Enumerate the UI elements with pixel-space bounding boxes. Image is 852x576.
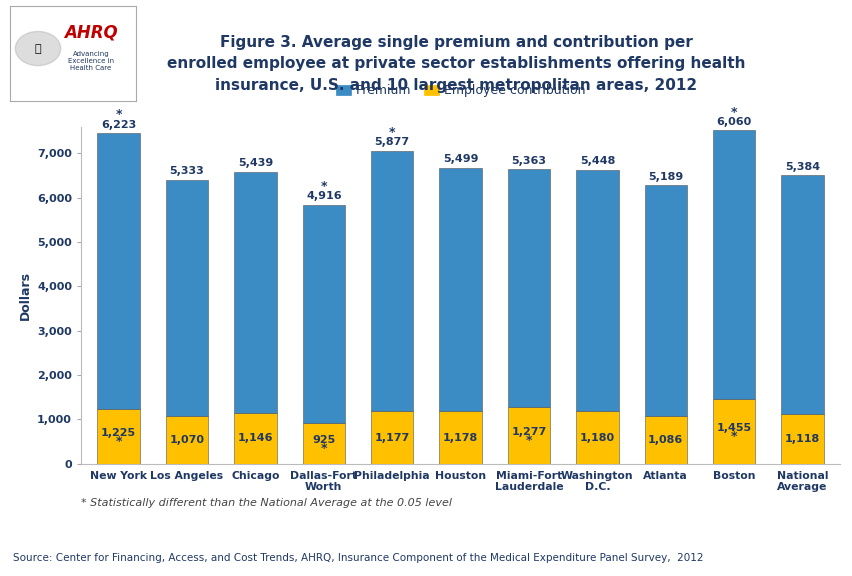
Text: 1,118: 1,118 [784,434,820,444]
Text: 6,060: 6,060 [716,117,751,127]
Bar [576,411,618,464]
Bar [302,204,344,423]
Text: 5,384: 5,384 [784,162,819,172]
Bar [439,168,481,411]
Text: 5,363: 5,363 [511,156,546,166]
Bar [97,134,140,410]
Text: 6,223: 6,223 [101,120,136,130]
Text: *: * [115,108,122,122]
Bar [165,416,208,464]
Text: 🦅: 🦅 [35,44,41,54]
Text: *: * [525,434,532,447]
Text: 1,180: 1,180 [579,433,614,442]
Text: 5,499: 5,499 [442,154,478,164]
Text: *: * [730,105,737,119]
Text: 5,189: 5,189 [648,172,682,182]
Bar [644,415,686,464]
Bar [234,172,276,413]
Text: enrolled employee at private sector establishments offering health: enrolled employee at private sector esta… [167,56,745,71]
Text: *: * [389,126,395,139]
Bar [712,399,755,464]
Text: Figure 3. Average single premium and contribution per: Figure 3. Average single premium and con… [220,35,692,50]
Bar [780,414,823,464]
Text: *: * [320,180,326,193]
Text: 1,277: 1,277 [511,427,546,437]
Legend: Premium, Employee contribution: Premium, Employee contribution [331,79,590,102]
Circle shape [15,32,60,66]
Text: 5,448: 5,448 [579,156,614,166]
Text: insurance, U.S. and 10 largest metropolitan areas, 2012: insurance, U.S. and 10 largest metropoli… [215,78,697,93]
Bar [371,151,413,411]
Bar [371,411,413,464]
Text: * Statistically different than the National Average at the 0.05 level: * Statistically different than the Natio… [81,498,452,508]
Text: 5,877: 5,877 [374,138,409,147]
Text: *: * [115,435,122,448]
Bar [644,185,686,415]
Y-axis label: Dollars: Dollars [19,271,32,320]
Bar [302,423,344,464]
Bar [97,410,140,464]
Text: 1,455: 1,455 [716,423,751,433]
Bar [576,170,618,411]
Bar [712,131,755,399]
Text: 1,070: 1,070 [170,435,204,445]
Text: 1,086: 1,086 [648,435,682,445]
Bar [507,407,550,464]
Text: 5,439: 5,439 [238,158,273,168]
Text: Advancing
Excellence in
Health Care: Advancing Excellence in Health Care [68,51,114,71]
Bar [165,180,208,416]
Text: 925: 925 [312,435,335,445]
Text: 1,146: 1,146 [238,433,273,444]
Text: 5,333: 5,333 [170,166,204,176]
Bar [780,176,823,414]
Text: 1,178: 1,178 [442,433,478,442]
Text: 1,225: 1,225 [101,428,136,438]
Bar [507,169,550,407]
Text: *: * [320,442,326,455]
Text: *: * [730,430,737,444]
Text: 1,177: 1,177 [374,433,409,442]
Text: 4,916: 4,916 [306,191,342,201]
Text: Source: Center for Financing, Access, and Cost Trends, AHRQ, Insurance Component: Source: Center for Financing, Access, an… [13,554,702,563]
Text: AHRQ: AHRQ [64,24,118,41]
Bar [439,411,481,464]
Bar [234,413,276,464]
